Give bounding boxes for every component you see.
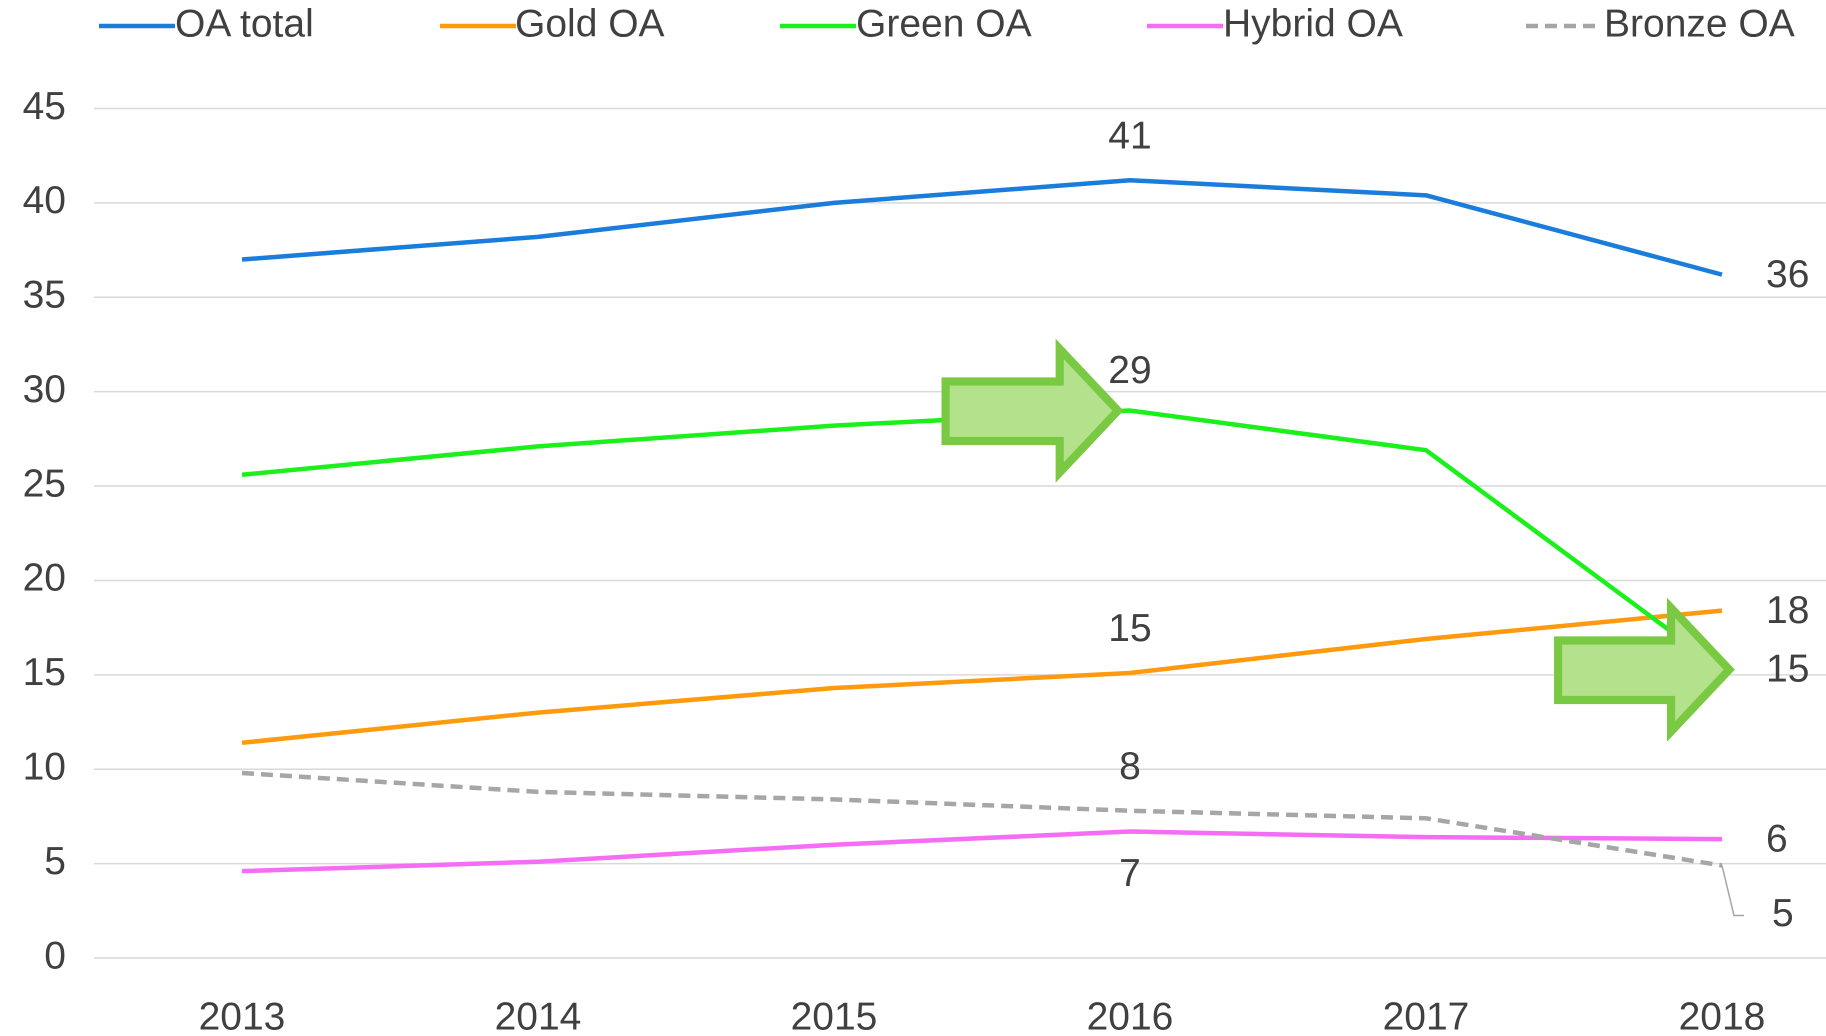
x-tick-label: 2017 <box>1383 995 1470 1036</box>
series-line <box>241 608 1723 746</box>
y-tick-label: 0 <box>44 934 66 977</box>
y-tick-label: 25 <box>23 462 66 505</box>
legend-label: Bronze OA <box>1604 2 1795 45</box>
arrow <box>1554 597 1735 742</box>
x-tick-label: 2018 <box>1679 995 1766 1036</box>
y-tick-label: 30 <box>23 368 66 411</box>
data-label: 8 <box>1119 745 1141 788</box>
legend: OA total Gold OA Green OA Hybrid OA Bronze O… <box>99 2 1795 45</box>
x-tick-label: 2014 <box>495 995 582 1036</box>
data-label: 7 <box>1119 852 1141 895</box>
data-label: 5 <box>1772 892 1794 935</box>
data-label: 41 <box>1108 115 1151 158</box>
y-tick-label: 45 <box>23 85 66 128</box>
data-label: 6 <box>1766 817 1788 860</box>
legend-label: Green OA <box>856 2 1032 45</box>
annotation-arrows <box>941 338 1735 742</box>
x-tick-label: 2015 <box>791 995 878 1036</box>
y-tick-label: 20 <box>23 557 66 600</box>
x-tick-label: 2016 <box>1087 995 1174 1036</box>
y-tick-label: 10 <box>23 746 66 789</box>
series-line <box>241 177 1723 277</box>
data-label: 15 <box>1766 647 1809 690</box>
plot-area: 0 5 10 15 20 25 30 35 40 45 2013 2014 2015 2016 2017 20… <box>23 85 1826 1036</box>
y-tick-label: 15 <box>23 651 66 694</box>
y-tick-label: 35 <box>23 274 66 317</box>
leader-line <box>1721 865 1744 917</box>
data-label: 36 <box>1766 253 1809 296</box>
data-label: 29 <box>1108 349 1151 392</box>
x-tick-label: 2013 <box>199 995 286 1036</box>
arrow <box>941 338 1124 483</box>
series-line <box>241 829 1723 874</box>
legend-label: Gold OA <box>515 2 665 45</box>
series-line <box>241 770 1723 868</box>
y-tick-label: 40 <box>23 179 66 222</box>
y-tick-label: 5 <box>44 840 66 883</box>
legend-label: OA total <box>175 2 314 45</box>
data-label: 18 <box>1766 589 1809 632</box>
data-label: 15 <box>1108 607 1151 650</box>
legend-label: Hybrid OA <box>1223 2 1403 45</box>
data-labels: 41 36 15 18 29 15 7 6 8 5 <box>1108 115 1809 935</box>
